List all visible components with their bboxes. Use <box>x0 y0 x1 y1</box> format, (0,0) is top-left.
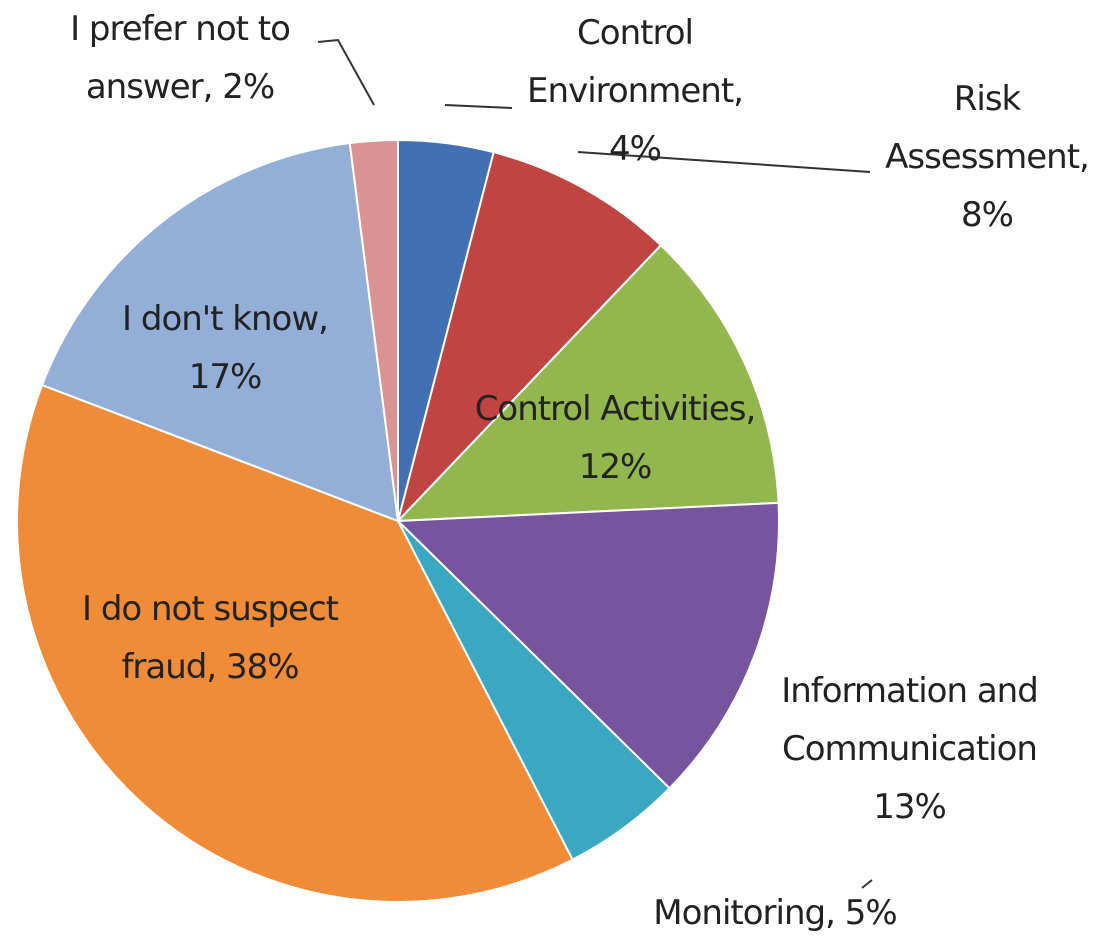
pie-slice <box>348 138 399 522</box>
slice-label: Risk Assessment, 8% <box>862 70 1112 244</box>
value-label: 4% <box>609 129 662 169</box>
category-label: Monitoring, <box>653 893 836 933</box>
pie-slice <box>16 383 574 903</box>
pie-slice <box>396 150 663 525</box>
value-label: 8% <box>961 195 1014 235</box>
category-label: Information and Communication <box>781 671 1039 769</box>
slice-label: I prefer not to answer, 2% <box>20 0 340 116</box>
pie-slice <box>40 141 400 523</box>
slice-label: Control Activities, 12% <box>465 380 765 496</box>
category-label: I prefer not to answer, <box>70 9 291 107</box>
value-label: 17% <box>188 357 263 397</box>
slice-label: Monitoring, 5% <box>610 884 940 942</box>
pie-slice <box>395 243 780 523</box>
value-label: 38% <box>225 647 300 687</box>
leader-line <box>317 38 375 106</box>
slice-label: Information and Communication 13% <box>752 662 1067 836</box>
category-label: I do not suspect fraud, <box>81 589 339 687</box>
value-label: 5% <box>844 893 898 933</box>
value-label: 2% <box>222 67 275 107</box>
value-label: 12% <box>578 447 653 487</box>
category-label: Risk Assessment, <box>885 79 1090 177</box>
value-label: 13% <box>873 787 947 827</box>
slice-label: I do not suspect fraud, 38% <box>40 580 380 696</box>
leader-line <box>861 879 873 889</box>
slice-label: Control Environment, 4% <box>505 4 765 178</box>
leader-line <box>444 104 513 109</box>
category-label: I don't know, <box>122 299 329 339</box>
pie-slice <box>395 501 780 790</box>
category-label: Control Environment, <box>527 13 744 111</box>
category-label: Control Activities, <box>474 389 757 429</box>
slice-label: I don't know, 17% <box>80 290 370 406</box>
leader-line <box>577 151 871 173</box>
